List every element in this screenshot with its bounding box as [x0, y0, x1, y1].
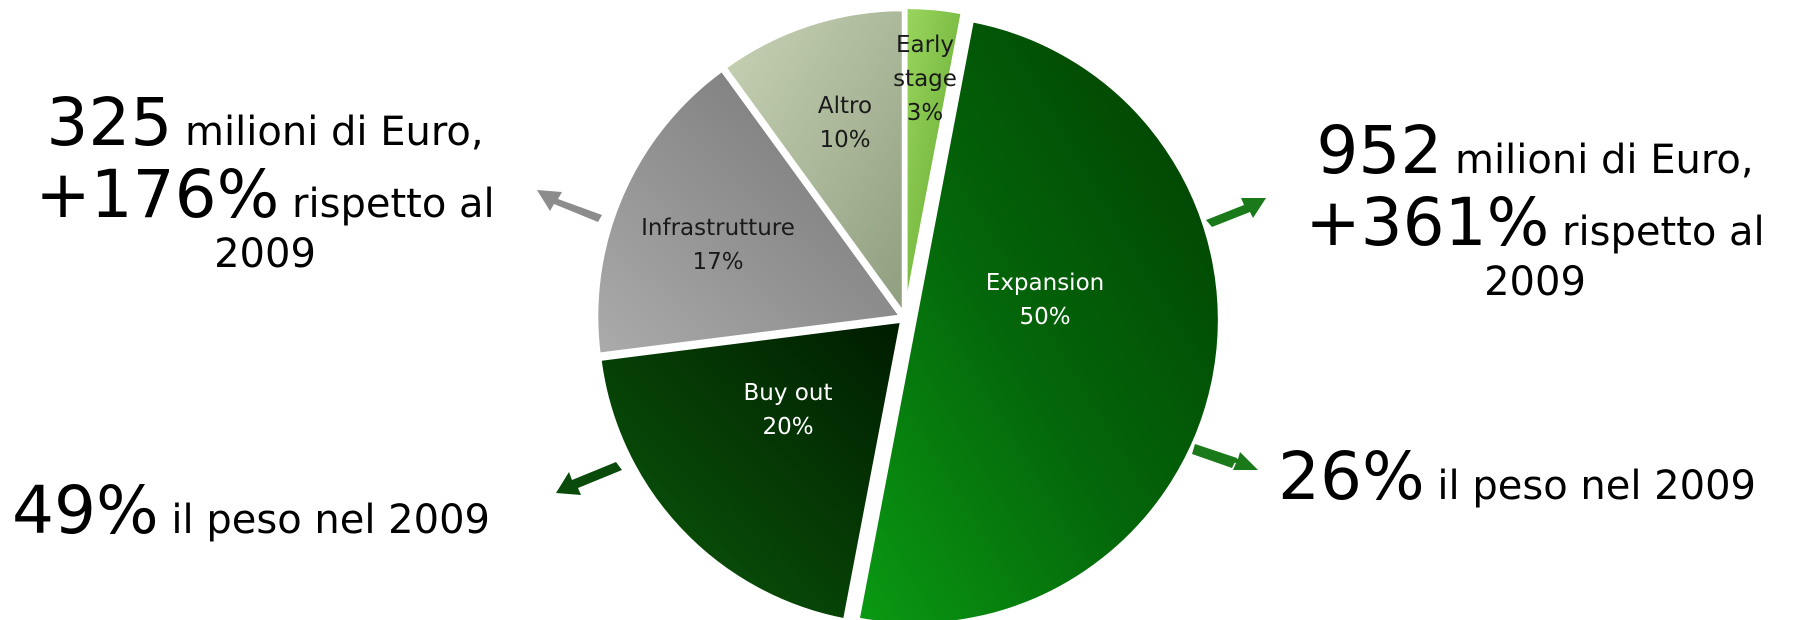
annotation-right-top-growth: +361% — [1305, 184, 1550, 261]
slice-expansion-name: Expansion — [986, 270, 1104, 296]
annotation-right-bottom: 26% il peso nel 2009 — [1278, 444, 1756, 510]
annotation-left-top-value: 325 — [46, 84, 173, 161]
annotation-left-bottom-text: il peso nel 2009 — [158, 497, 490, 543]
slice-altro — [721, 7, 906, 321]
slice-expansion-percent: 50% — [1019, 304, 1070, 330]
arrow-right-top — [1206, 198, 1266, 227]
annotation-right-top: 952 milioni di Euro, +361% rispetto al 2… — [1285, 118, 1785, 308]
arrow-left-top — [537, 190, 602, 222]
annotation-right-top-value: 952 — [1316, 112, 1443, 189]
annotation-right-top-unit: milioni di Euro, — [1442, 137, 1754, 183]
slice-early-stage-label: Early stage 3% — [893, 32, 957, 126]
slice-altro-label: Altro 10% — [818, 93, 872, 153]
arrow-left-bottom — [556, 462, 622, 495]
slice-expansion — [855, 17, 1222, 620]
annotation-right-bottom-value: 26% — [1278, 438, 1425, 515]
slice-infrastrutture-label: Infrastrutture 17% — [641, 215, 795, 275]
slice-early-stage-name: stage — [893, 66, 957, 92]
slice-infrastrutture — [594, 66, 905, 357]
slice-buy-out-label: Buy out 20% — [744, 380, 833, 440]
annotation-left-bottom-value: 49% — [12, 472, 159, 549]
slice-early-stage-name: Early — [896, 32, 954, 58]
slice-infrastrutture-percent: 17% — [692, 249, 743, 275]
annotation-right-bottom-text: il peso nel 2009 — [1424, 463, 1756, 509]
slice-buy-out-name: Buy out — [744, 380, 833, 406]
slice-buy-out-percent: 20% — [762, 414, 813, 440]
annotation-left-bottom: 49% il peso nel 2009 — [12, 478, 490, 544]
slice-expansion-label: Expansion 50% — [986, 270, 1104, 330]
annotation-left-top-year: 2009 — [214, 231, 316, 277]
slice-early-stage-percent: 3% — [907, 100, 944, 126]
slice-altro-name: Altro — [818, 93, 872, 119]
arrow-right-bottom-body — [1192, 444, 1237, 468]
annotation-right-top-compare: rispetto al — [1549, 209, 1765, 255]
annotation-left-top: 325 milioni di Euro, +176% rispetto al 2… — [20, 90, 510, 280]
slice-early-stage — [903, 5, 966, 313]
slice-infrastrutture-name: Infrastrutture — [641, 215, 795, 241]
annotation-right-top-year: 2009 — [1484, 259, 1586, 305]
slice-buy-out — [597, 318, 905, 620]
slice-altro-percent: 10% — [819, 127, 870, 153]
annotation-left-top-growth: +176% — [35, 156, 280, 233]
annotation-left-top-unit: milioni di Euro, — [172, 109, 484, 155]
annotation-left-top-compare: rispetto al — [279, 181, 495, 227]
